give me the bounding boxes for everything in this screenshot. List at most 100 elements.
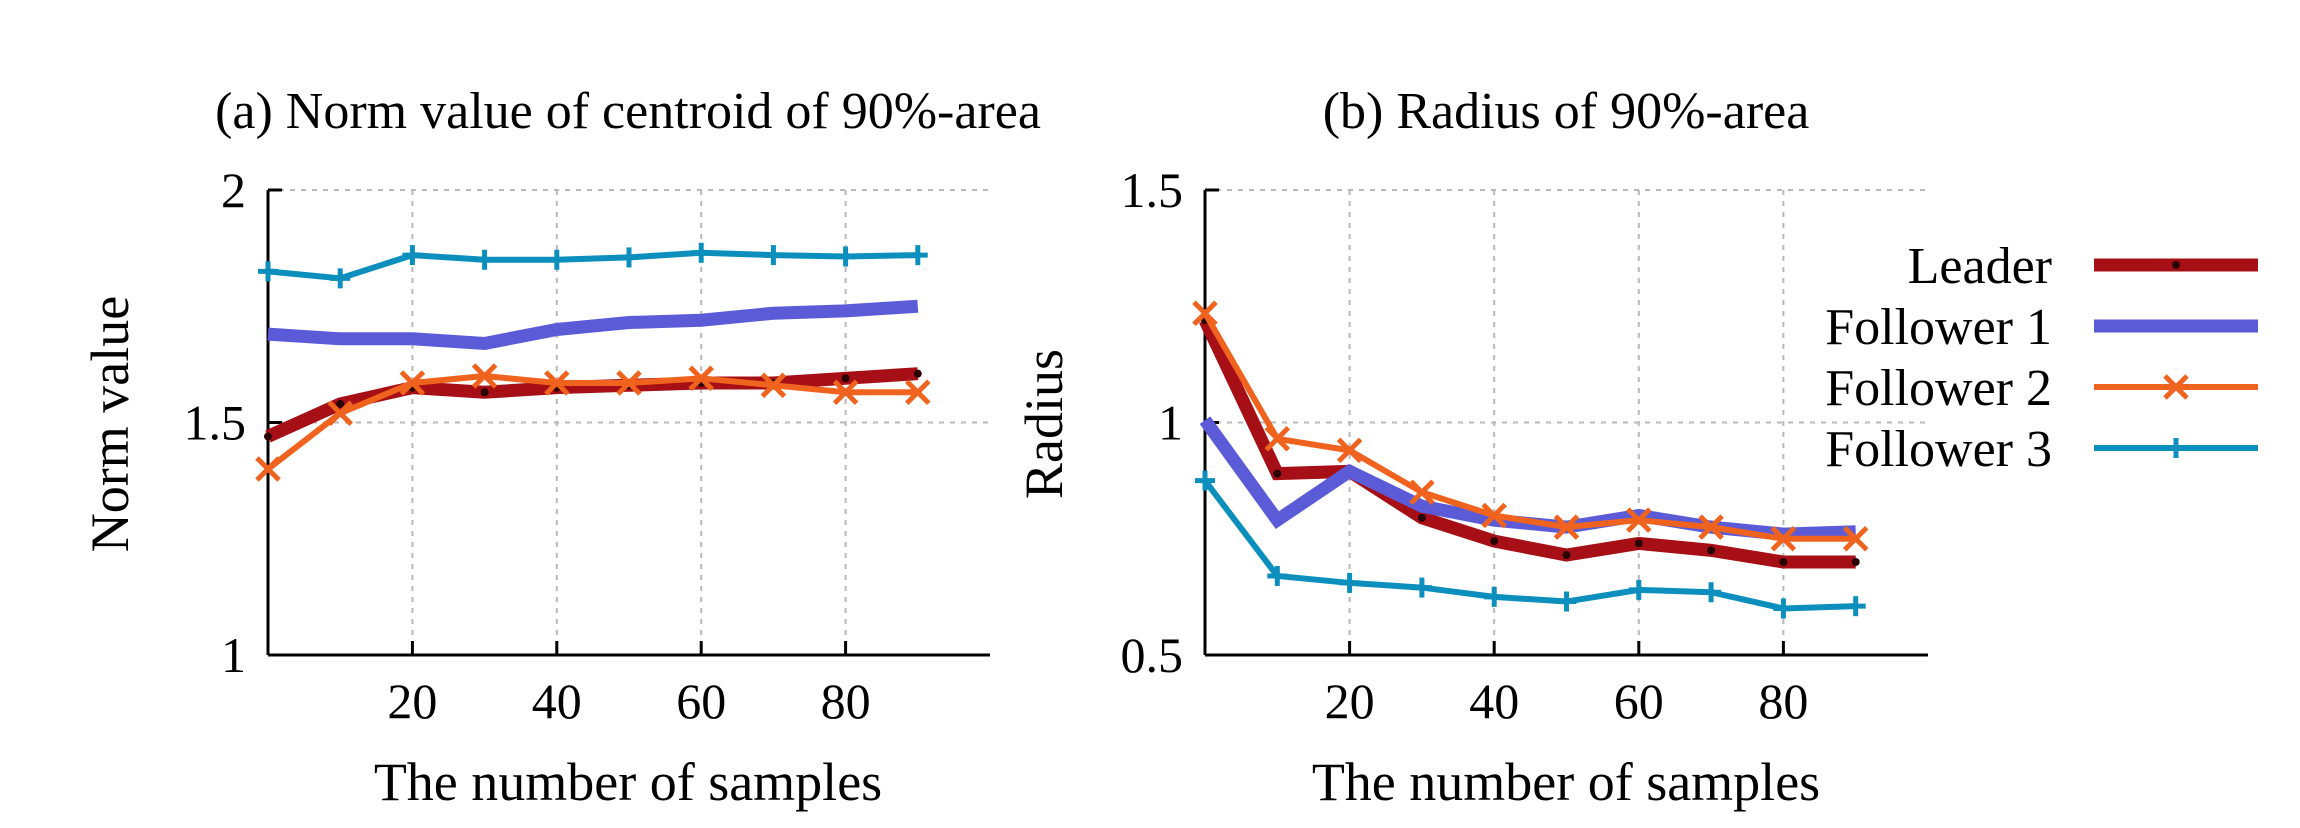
point-follower3: [691, 242, 712, 263]
point-follower2: [399, 370, 426, 396]
point-follower3: [1484, 586, 1505, 607]
legend-item-follower3: Follower 3: [1825, 421, 2258, 478]
panel-b-axes: [1203, 190, 1928, 657]
point-follower2: [471, 363, 498, 389]
point-follower2: [1409, 479, 1435, 506]
y-tick-label: 1.5: [1121, 162, 1184, 218]
panel-b-ylabel: Radius: [1014, 349, 1074, 499]
legend-marker: [2172, 261, 2180, 269]
x-tick-label: 20: [1325, 673, 1375, 729]
y-tick-label: 0.5: [1121, 627, 1184, 683]
legend-item-follower2: Follower 2: [1825, 360, 2258, 417]
point-leader: [1779, 558, 1788, 566]
series-follower3: [258, 242, 928, 289]
point-leader: [336, 399, 345, 408]
x-tick-label: 40: [1469, 673, 1519, 729]
point-follower2: [1481, 502, 1507, 529]
point-follower3: [1195, 470, 1215, 491]
panel-b-title: (b) Radius of 90%-area: [1323, 83, 1810, 140]
y-tick-label: 1: [1158, 395, 1183, 451]
point-follower3: [1773, 598, 1794, 619]
panel-b-xlabel: The number of samples: [1312, 752, 1820, 812]
point-leader: [1562, 551, 1571, 560]
point-leader: [1634, 539, 1643, 548]
panel-a: (a) Norm value of centroid of 90%-area 1…: [80, 83, 1041, 812]
point-follower3: [1556, 591, 1577, 612]
legend-marker: [2166, 438, 2186, 458]
legend-label: Follower 1: [1825, 299, 2052, 356]
point-follower3: [1411, 577, 1432, 598]
point-follower3: [402, 245, 423, 266]
panel-a-series: [255, 242, 931, 482]
x-tick-label: 20: [387, 673, 437, 729]
legend-marker: [2163, 374, 2189, 400]
point-follower3: [1701, 582, 1722, 603]
series-line-follower3: [267, 249, 918, 282]
point-follower2: [688, 365, 714, 392]
panel-a-title: (a) Norm value of centroid of 90%-area: [215, 83, 1041, 140]
point-follower2: [544, 370, 570, 396]
series-line-follower2: [266, 372, 918, 472]
series-line-leader: [1199, 317, 1856, 569]
point-follower2: [760, 372, 787, 399]
panel-b-grid: [1205, 189, 1928, 655]
legend-item-follower1: Follower 1: [1825, 299, 2258, 356]
point-leader: [1417, 513, 1426, 522]
point-follower2: [1698, 514, 1724, 540]
point-follower2: [1553, 514, 1580, 540]
point-leader: [1707, 546, 1716, 555]
series-follower2: [255, 363, 931, 482]
point-follower3: [619, 247, 639, 268]
series-line-follower3: [1202, 478, 1856, 612]
series-leader: [1199, 316, 1860, 569]
point-leader: [841, 374, 850, 383]
legend-item-leader: Leader: [1908, 238, 2258, 295]
x-tick-label: 80: [821, 673, 871, 729]
point-follower3: [1628, 579, 1649, 600]
point-follower3: [763, 245, 784, 266]
point-leader: [480, 388, 489, 397]
panel-b: (b) Radius of 90%-area 0.5 1 1.5 20 40 60 80 T…: [1014, 83, 2258, 812]
point-leader: [1851, 558, 1860, 566]
y-tick-label: 2: [221, 162, 246, 218]
y-tick-label: 1: [221, 627, 246, 683]
series-follower2: [1192, 300, 1869, 552]
panel-b-ticks: 0.5 1 1.5 20 40 60 80: [1121, 162, 1809, 729]
point-follower2: [832, 379, 859, 406]
point-follower2: [905, 379, 931, 406]
point-follower2: [1770, 525, 1797, 552]
x-tick-label: 60: [1614, 673, 1664, 729]
point-follower2: [327, 400, 353, 426]
point-follower2: [255, 456, 281, 482]
point-follower2: [1264, 426, 1291, 452]
point-follower3: [835, 246, 856, 267]
point-follower2: [1336, 437, 1363, 464]
series-line-follower1: [267, 299, 919, 350]
series-follower1: [267, 299, 919, 350]
panel-a-ticks: 1 1.5 2 20 40 60 80: [184, 162, 871, 729]
point-follower3: [330, 268, 351, 289]
x-tick-label: 40: [532, 673, 582, 729]
point-follower2: [1192, 300, 1218, 326]
legend-label: Follower 2: [1825, 360, 2052, 417]
point-follower2: [1842, 525, 1869, 552]
point-follower3: [1339, 572, 1360, 593]
x-tick-label: 60: [676, 673, 726, 729]
point-follower2: [1626, 507, 1652, 533]
point-follower3: [546, 249, 567, 270]
point-follower3: [1845, 596, 1866, 617]
legend-label: Follower 3: [1825, 421, 2052, 478]
series-follower3: [1195, 470, 1866, 619]
point-leader: [1273, 469, 1282, 478]
point-leader: [913, 369, 922, 378]
x-tick-label: 80: [1758, 673, 1808, 729]
point-follower3: [907, 245, 928, 266]
point-follower2: [616, 370, 642, 396]
panel-b-series: [1192, 300, 1869, 619]
series-line-follower2: [1202, 311, 1856, 542]
point-leader: [264, 432, 272, 441]
point-follower3: [258, 261, 278, 282]
y-tick-label: 1.5: [184, 395, 247, 451]
